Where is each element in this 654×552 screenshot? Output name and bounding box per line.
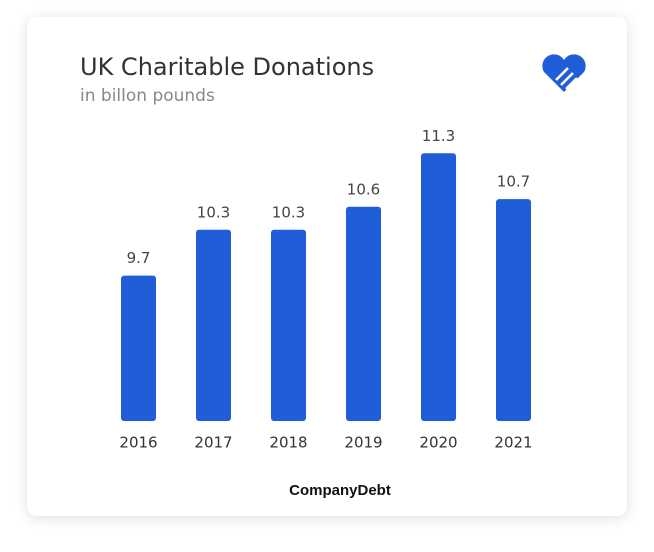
x-tick-label: 2020 [419,434,457,452]
source: CompanyDebt [289,482,391,499]
x-tick-label: 2017 [194,434,232,452]
value-label: 10.3 [197,203,230,221]
value-label: 11.3 [422,127,455,145]
bar [271,229,306,421]
x-tick-label: 2016 [119,434,157,452]
bar [346,206,381,421]
heart-icon [542,54,586,92]
value-label: 10.3 [272,203,305,221]
chart-subtitle: in billon pounds [80,86,215,106]
bar [496,199,531,421]
bar [121,275,156,421]
x-tick-label: 2021 [494,434,532,452]
value-label: 10.7 [497,173,530,191]
chart-title: UK Charitable Donations [80,53,374,81]
value-label: 9.7 [127,249,151,267]
value-label: 10.6 [347,180,380,198]
x-tick-label: 2019 [344,434,382,452]
bar [421,153,456,421]
x-tick-label: 2018 [269,434,307,452]
bar [196,229,231,421]
